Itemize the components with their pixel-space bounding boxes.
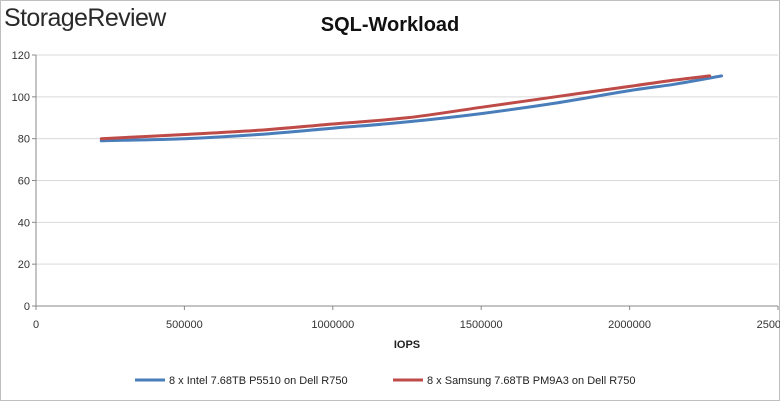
y-tick-label: 120: [12, 50, 30, 62]
x-tick-labels: 0 500000 1000000 1500000 2000000 2500000: [33, 319, 780, 331]
legend-label: 8 x Samsung 7.68TB PM9A3 on Dell R750: [427, 375, 636, 387]
series-line-1: [99, 74, 712, 141]
legend-label: 8 x Intel 7.68TB P5510 on Dell R750: [169, 375, 348, 387]
legend: 8 x Intel 7.68TB P5510 on Dell R750 8 x S…: [135, 375, 636, 387]
y-tick-label: 40: [18, 217, 30, 229]
y-tick-label: 0: [24, 301, 30, 313]
x-tick-label: 500000: [166, 319, 203, 331]
series-line-0: [99, 74, 724, 143]
gridlines: [36, 54, 778, 265]
x-tick-label: 2500000: [757, 319, 780, 331]
axes: [32, 54, 779, 310]
x-tick-label: 0: [33, 319, 39, 331]
y-tick-label: 20: [18, 259, 30, 271]
chart-title: SQL-Workload: [320, 14, 460, 36]
x-axis-label: IOPS: [394, 339, 420, 351]
x-tick-label: 2000000: [608, 319, 651, 331]
storagereview-logo: StorageReview: [4, 4, 166, 32]
y-tick-label: 100: [12, 92, 30, 104]
x-tick-label: 1000000: [311, 319, 354, 331]
y-tick-label: 80: [18, 134, 30, 146]
y-tick-labels: 0 20 40 60 80 100 120: [12, 50, 30, 313]
x-tick-label: 1500000: [460, 319, 503, 331]
y-tick-label: 60: [18, 176, 30, 188]
series-lines: [99, 74, 724, 143]
